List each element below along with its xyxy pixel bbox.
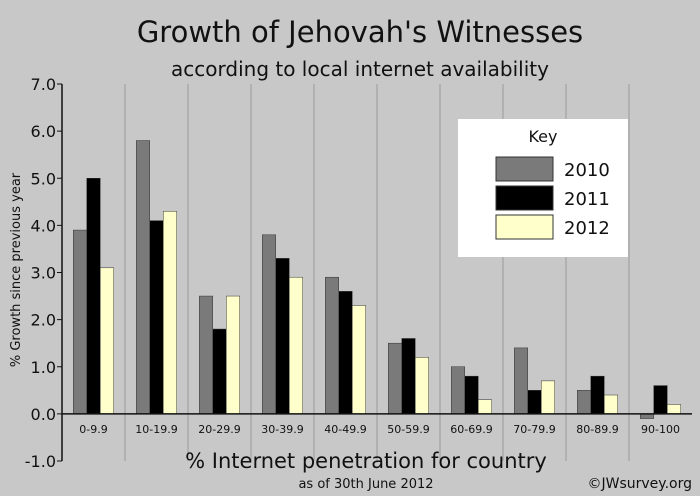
legend-swatch-2010 bbox=[495, 156, 554, 182]
bar-2011-80-89.9 bbox=[590, 375, 605, 415]
bar-2012-90-100 bbox=[667, 404, 681, 415]
x-tick-label: 70-79.9 bbox=[513, 423, 555, 436]
bar-2012-60-69.9 bbox=[478, 399, 492, 415]
y-tick-label: 4.0 bbox=[31, 216, 56, 235]
bar-2011-90-100 bbox=[653, 385, 668, 415]
x-tick-label: 30-39.9 bbox=[261, 423, 303, 436]
bar-2012-20-29.9 bbox=[226, 295, 240, 415]
x-tick-label: 80-89.9 bbox=[576, 423, 618, 436]
chart-title: Growth of Jehovah's Witnesses bbox=[137, 15, 583, 49]
y-tick-label: 2.0 bbox=[31, 311, 56, 330]
bar-2011-40-49.9 bbox=[338, 291, 353, 415]
y-tick-label: -1.0 bbox=[25, 452, 56, 471]
bar-2012-0-9.9 bbox=[100, 267, 114, 415]
legend-title: Key bbox=[528, 127, 557, 146]
x-tick-label: 90-100 bbox=[641, 423, 680, 436]
y-tick-label: 6.0 bbox=[31, 122, 56, 141]
bar-2012-10-19.9 bbox=[163, 210, 177, 415]
x-tick-label: 20-29.9 bbox=[198, 423, 240, 436]
x-axis-label: % Internet penetration for country bbox=[185, 449, 547, 473]
y-tick-label: 1.0 bbox=[31, 358, 56, 377]
bar-2010-40-49.9 bbox=[325, 276, 339, 415]
bar-2011-30-39.9 bbox=[275, 258, 290, 415]
bar-2012-80-89.9 bbox=[604, 394, 618, 415]
x-tick-label: 60-69.9 bbox=[450, 423, 492, 436]
x-tick-label: 0-9.9 bbox=[79, 423, 107, 436]
bar-2010-60-69.9 bbox=[451, 366, 465, 415]
credit: ©JWsurvey.org bbox=[588, 476, 693, 492]
x-tick-label: 50-59.9 bbox=[387, 423, 429, 436]
chart-subtitle: according to local internet availability bbox=[171, 57, 549, 81]
legend-label-2012: 2012 bbox=[564, 218, 610, 239]
bar-2010-0-9.9 bbox=[73, 229, 87, 415]
bar-2010-10-19.9 bbox=[136, 140, 150, 415]
axes bbox=[57, 83, 692, 462]
bar-2011-10-19.9 bbox=[149, 220, 164, 415]
y-tick-label: 5.0 bbox=[31, 169, 56, 188]
legend-swatch-2011 bbox=[495, 185, 554, 211]
y-tick-labels: -1.0 0.0 1.0 2.0 3.0 4.0 5.0 6.0 7.0 bbox=[25, 75, 56, 471]
bar-2010-50-59.9 bbox=[388, 342, 402, 415]
bar-2011-20-29.9 bbox=[212, 328, 227, 415]
bar-2012-40-49.9 bbox=[352, 305, 366, 415]
bar-2012-70-79.9 bbox=[541, 380, 555, 415]
bar-2010-20-29.9 bbox=[199, 295, 213, 415]
legend-swatch-2012 bbox=[495, 214, 554, 240]
x-axis-note: as of 30th June 2012 bbox=[298, 477, 433, 492]
x-tick-label: 40-49.9 bbox=[324, 423, 366, 436]
bar-2011-70-79.9 bbox=[527, 390, 542, 415]
bar-2011-0-9.9 bbox=[86, 178, 101, 415]
bar-2010-70-79.9 bbox=[514, 347, 528, 415]
x-tick-label: 10-19.9 bbox=[135, 423, 177, 436]
bar-2012-50-59.9 bbox=[415, 357, 429, 415]
bars bbox=[73, 140, 681, 419]
bar-2012-30-39.9 bbox=[289, 276, 303, 415]
bar-2010-30-39.9 bbox=[262, 234, 276, 415]
legend-label-2010: 2010 bbox=[564, 160, 610, 181]
y-tick-label: 3.0 bbox=[31, 264, 56, 283]
bar-2011-60-69.9 bbox=[464, 375, 479, 415]
y-tick-label: 0.0 bbox=[31, 405, 56, 424]
bar-2010-80-89.9 bbox=[577, 390, 591, 415]
x-tick-labels: 0-9.9 10-19.9 20-29.9 30-39.9 40-49.9 50-59.9… bbox=[79, 423, 680, 436]
y-axis-label: % Growth since previous year bbox=[9, 172, 24, 367]
legend-label-2011: 2011 bbox=[564, 189, 610, 210]
y-tick-label: 7.0 bbox=[31, 75, 56, 94]
legend: Key 2010 2011 2012 bbox=[458, 119, 628, 257]
bar-2011-50-59.9 bbox=[401, 338, 416, 415]
